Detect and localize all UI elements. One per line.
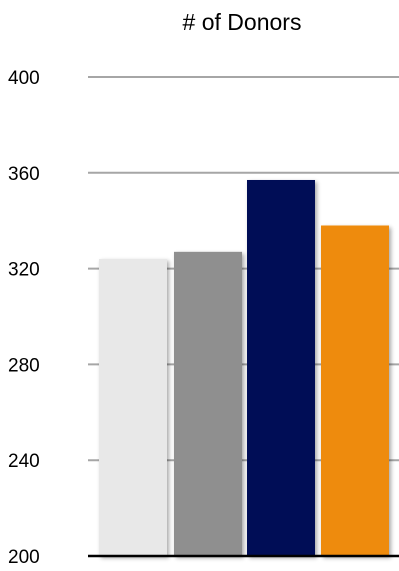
y-axis-tick-labels: 200 240 280 320 360 400 (8, 68, 40, 568)
bar-2 (174, 251, 242, 556)
y-tick-label: 240 (8, 451, 40, 472)
y-tick-label: 200 (8, 547, 40, 568)
bar-3 (247, 179, 315, 557)
y-tick-label: 320 (8, 260, 40, 281)
y-tick-label: 280 (8, 355, 40, 376)
bars (99, 179, 389, 557)
chart-title: # of Donors (183, 9, 302, 35)
bar-1 (99, 259, 167, 556)
y-tick-label: 400 (8, 68, 40, 89)
bar-4 (321, 225, 389, 557)
y-tick-label: 360 (8, 164, 40, 185)
